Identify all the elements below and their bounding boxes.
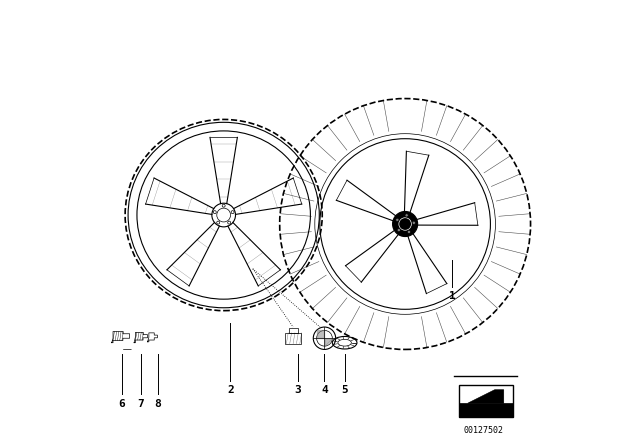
Text: 7: 7 [138,399,144,409]
Circle shape [392,211,418,237]
Circle shape [397,228,401,232]
Bar [459,403,513,417]
Circle shape [231,211,234,214]
Circle shape [228,221,230,224]
Circle shape [412,221,415,224]
Circle shape [399,218,412,230]
Bar [459,385,513,417]
Text: 00127502: 00127502 [463,426,504,435]
Bar [285,333,301,344]
Circle shape [222,204,225,207]
Text: 2: 2 [227,385,234,395]
Circle shape [213,211,216,214]
Polygon shape [468,390,504,403]
Text: 4: 4 [321,385,328,395]
Text: 3: 3 [294,385,301,395]
Circle shape [405,214,408,217]
Circle shape [396,218,399,221]
Text: 5: 5 [341,385,348,395]
Circle shape [407,230,411,233]
Text: 1: 1 [449,291,456,301]
Text: 6: 6 [118,399,125,409]
Circle shape [217,221,220,224]
Text: 8: 8 [154,399,161,409]
Bar [289,328,298,333]
